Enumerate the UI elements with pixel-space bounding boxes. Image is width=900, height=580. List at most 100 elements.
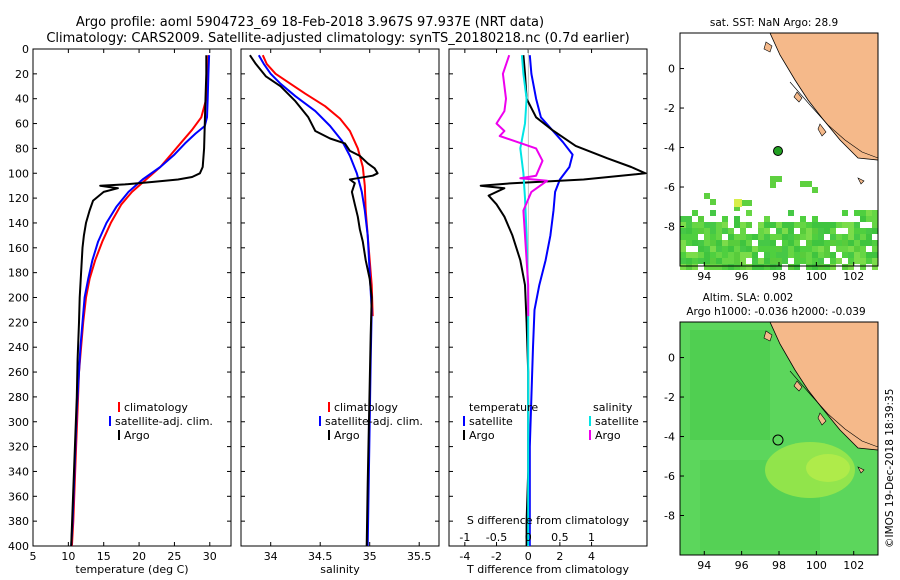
lon-tick-label: 98 (772, 270, 786, 283)
sst-cell (722, 216, 728, 222)
sst-cell (812, 187, 818, 193)
sst-cell (758, 246, 764, 252)
depth-tick-label: 280 (8, 391, 29, 404)
sst-cell (716, 252, 722, 258)
sst-cell (788, 210, 794, 216)
sst-cell (680, 252, 686, 258)
sst-cell (764, 240, 770, 246)
sst-cell (782, 222, 788, 228)
sst-cell (812, 258, 818, 264)
sst-cell (698, 258, 704, 264)
sst-cell (716, 258, 722, 264)
sst-cell (704, 240, 710, 246)
sst-cell (716, 234, 722, 240)
x-tick-label: 15 (97, 550, 111, 563)
sst-cell (872, 252, 878, 258)
sst-cell (854, 210, 860, 216)
sst-cell (776, 228, 782, 234)
sst-cell (734, 205, 740, 211)
sst-cell (842, 234, 848, 240)
depth-tick-label: 140 (8, 217, 29, 230)
depth-contour (789, 81, 879, 159)
lon-tick-label: 94 (697, 270, 711, 283)
sst-cell (752, 234, 758, 240)
sst-cell (686, 234, 692, 240)
depth-contour (789, 370, 879, 448)
sst-cell (776, 264, 782, 270)
sst-cell (794, 234, 800, 240)
sst-cell (692, 210, 698, 216)
sst-cell (686, 240, 692, 246)
sst-cell (758, 234, 764, 240)
x-tick-label: 4 (588, 550, 595, 563)
sst-cell (800, 222, 806, 228)
sst-cell (854, 258, 860, 264)
sst-cell (692, 264, 698, 270)
sst-cell (752, 258, 758, 264)
sst-cell (818, 264, 824, 270)
sst-cell (860, 258, 866, 264)
lat-tick-label: -4 (664, 431, 675, 444)
sst-cell (788, 228, 794, 234)
depth-tick-label: 180 (8, 267, 29, 280)
sst-cell (812, 216, 818, 222)
sst-cell (794, 258, 800, 264)
sst-cell (764, 246, 770, 252)
sst-cell (686, 222, 692, 228)
lat-tick-label: -6 (664, 181, 675, 194)
x-top-tick-label: 0 (525, 531, 532, 544)
sst-cell (710, 222, 716, 228)
sst-cell (842, 240, 848, 246)
sst-cell (866, 216, 872, 222)
sst-cell (746, 234, 752, 240)
sst-cell (686, 216, 692, 222)
sst-cell (824, 264, 830, 270)
sst-cell (722, 252, 728, 258)
salinity-panel: 34 34.5 35 35.5 salinity climatology satell… (240, 48, 440, 576)
sst-cell (758, 222, 764, 228)
series-line-climatology (70, 55, 210, 547)
sst-cell (812, 264, 818, 270)
sst-cell (680, 240, 686, 246)
sst-cell (872, 228, 878, 234)
sst-cell (770, 234, 776, 240)
series-line-t-satellite (528, 55, 574, 546)
sst-cell (866, 234, 872, 240)
x-tick-label: 5 (30, 550, 37, 563)
sst-cell (734, 216, 740, 222)
sst-cell (782, 240, 788, 246)
figure-title-line1: Argo profile: aoml 5904723_69 18-Feb-201… (76, 15, 544, 30)
sst-cell (716, 246, 722, 252)
sst-cell (710, 264, 716, 270)
sst-cell (734, 258, 740, 264)
sst-cell (794, 246, 800, 252)
sst-cell (836, 246, 842, 252)
sst-cell (800, 258, 806, 264)
sst-cell (776, 222, 782, 228)
depth-tick-label: 100 (8, 167, 29, 180)
sst-cell (860, 240, 866, 246)
sst-cell (776, 252, 782, 258)
sst-cell (698, 252, 704, 258)
sst-cell (710, 210, 716, 216)
sst-cell (836, 234, 842, 240)
sst-cell (722, 258, 728, 264)
x-tick-label: 30 (203, 550, 217, 563)
lon-tick-label: 98 (772, 559, 786, 572)
lon-tick-label: 96 (735, 270, 749, 283)
sst-cell (722, 264, 728, 270)
depth-tick-label: 120 (8, 192, 29, 205)
legend-climatology: climatology (124, 401, 188, 414)
sst-cell (680, 222, 686, 228)
sst-cell (728, 252, 734, 258)
sst-cell (866, 252, 872, 258)
sst-cell (866, 258, 872, 264)
x-tick-label: 34 (264, 550, 278, 563)
sst-cell (848, 258, 854, 264)
sst-cell (770, 222, 776, 228)
x-tick-label: 20 (132, 550, 146, 563)
sst-cell (818, 258, 824, 264)
sst-cell (680, 264, 686, 270)
sst-cell (788, 222, 794, 228)
sst-cell (860, 210, 866, 216)
